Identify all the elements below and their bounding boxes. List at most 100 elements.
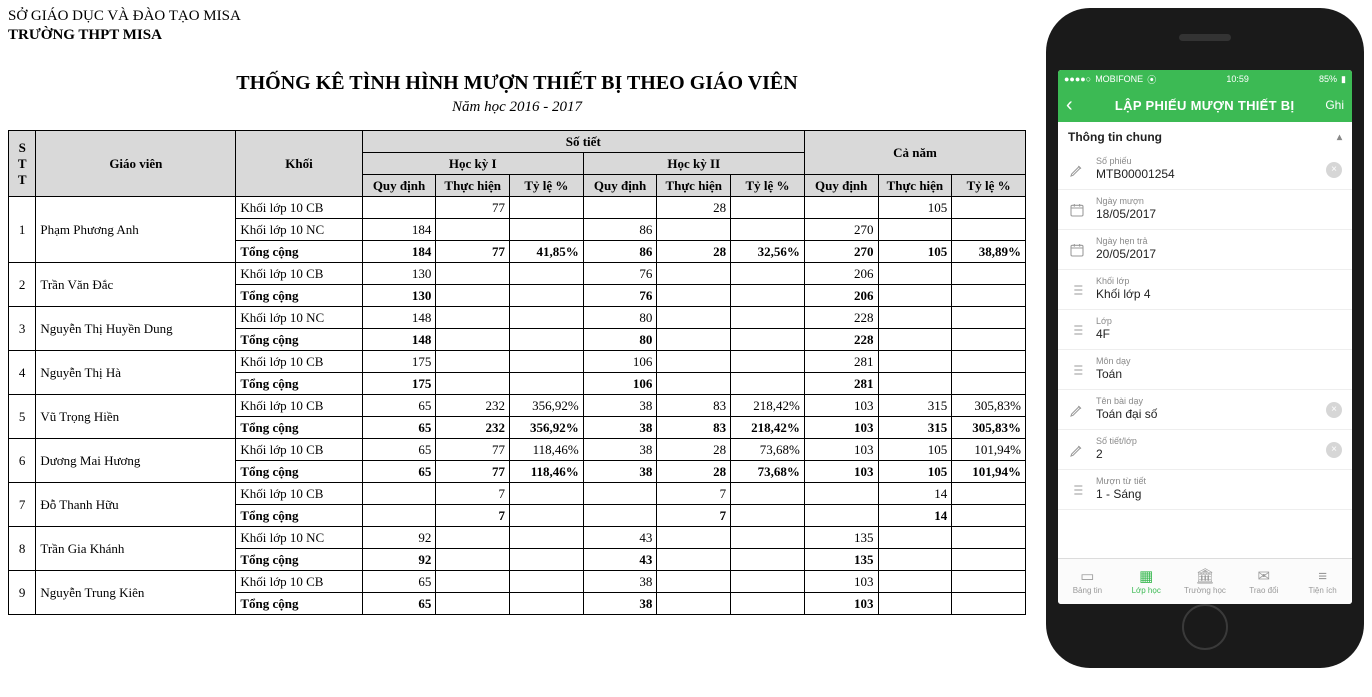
cell-value: 175 bbox=[362, 351, 436, 373]
cell-total-value: 118,46% bbox=[510, 461, 584, 483]
cell-value bbox=[436, 219, 510, 241]
battery-text: 85% bbox=[1319, 74, 1337, 84]
cell-total-value bbox=[510, 285, 584, 307]
cell-teacher: Trần Gia Khánh bbox=[36, 527, 236, 571]
cell-value: 43 bbox=[583, 527, 657, 549]
form-row[interactable]: Số phiếuMTB00001254× bbox=[1058, 150, 1352, 190]
th-cn-tl: Tỷ lệ % bbox=[952, 175, 1026, 197]
cell-total-value: 103 bbox=[804, 593, 878, 615]
tab-item[interactable]: ≡Tiện ích bbox=[1293, 559, 1352, 604]
cell-value bbox=[731, 307, 805, 329]
cell-total-value: 105 bbox=[878, 241, 952, 263]
field-label: Khối lớp bbox=[1096, 277, 1342, 287]
cell-total-value bbox=[952, 329, 1026, 351]
field-value: Khối lớp 4 bbox=[1096, 287, 1342, 301]
list-icon bbox=[1068, 361, 1086, 379]
tab-item[interactable]: 🏛Trường học bbox=[1176, 559, 1235, 604]
cell-total-value: 148 bbox=[362, 329, 436, 351]
field-label: Lớp bbox=[1096, 317, 1342, 327]
cell-value: 103 bbox=[804, 439, 878, 461]
field-label: Tên bài dạy bbox=[1096, 397, 1316, 407]
clear-icon[interactable]: × bbox=[1326, 402, 1342, 418]
cell-value bbox=[731, 219, 805, 241]
clear-icon[interactable]: × bbox=[1326, 442, 1342, 458]
signal-icon: ●●●●○ bbox=[1064, 74, 1091, 84]
cell-value: 103 bbox=[804, 395, 878, 417]
back-button[interactable]: ‹ bbox=[1066, 94, 1084, 117]
cell-total-value: 76 bbox=[583, 285, 657, 307]
cell-total-value bbox=[731, 549, 805, 571]
cell-value: 118,46% bbox=[510, 439, 584, 461]
form-row[interactable]: Khối lớpKhối lớp 4 bbox=[1058, 270, 1352, 310]
cell-value bbox=[436, 351, 510, 373]
tab-bar: ▭Bảng tin▦Lớp học🏛Trường học✉Trao đổi≡Ti… bbox=[1058, 558, 1352, 604]
table-row: 3Nguyễn Thị Huyền DungKhối lớp 10 NC1488… bbox=[9, 307, 1026, 329]
section-header[interactable]: Thông tin chung ▴ bbox=[1058, 122, 1352, 150]
cell-value bbox=[952, 571, 1026, 593]
battery-icon: ▮ bbox=[1341, 74, 1346, 85]
cell-total-value bbox=[731, 593, 805, 615]
pencil-icon bbox=[1068, 161, 1086, 179]
table-row: 7Đỗ Thanh HữuKhối lớp 10 CB7714 bbox=[9, 483, 1026, 505]
tab-item[interactable]: ▭Bảng tin bbox=[1058, 559, 1117, 604]
cell-value bbox=[510, 351, 584, 373]
cell-value bbox=[510, 571, 584, 593]
cell-total-value: 92 bbox=[362, 549, 436, 571]
form-row[interactable]: Số tiết/lớp2× bbox=[1058, 430, 1352, 470]
cell-value bbox=[731, 527, 805, 549]
th-stt: S T T bbox=[9, 131, 36, 197]
cell-value bbox=[952, 307, 1026, 329]
cell-value: 305,83% bbox=[952, 395, 1026, 417]
form-row[interactable]: Ngày mượn18/05/2017 bbox=[1058, 190, 1352, 230]
cell-total-value: 38 bbox=[583, 461, 657, 483]
field-value: 20/05/2017 bbox=[1096, 247, 1342, 261]
th-hk2: Học kỳ II bbox=[583, 153, 804, 175]
cell-total-value: 105 bbox=[878, 461, 952, 483]
cell-value bbox=[436, 571, 510, 593]
tab-item[interactable]: ▦Lớp học bbox=[1117, 559, 1176, 604]
form-row[interactable]: Lớp4F bbox=[1058, 310, 1352, 350]
cell-value: 38 bbox=[583, 439, 657, 461]
form-row[interactable]: Mượn từ tiết1 - Sáng bbox=[1058, 470, 1352, 510]
tab-icon: ▭ bbox=[1080, 569, 1094, 584]
cell-khoi: Khối lớp 10 NC bbox=[236, 219, 362, 241]
cell-value bbox=[952, 263, 1026, 285]
tab-icon: ✉ bbox=[1258, 569, 1271, 584]
cell-total-value: 86 bbox=[583, 241, 657, 263]
field-value: 4F bbox=[1096, 327, 1342, 341]
cell-total-value bbox=[731, 505, 805, 527]
cell-total-value: 7 bbox=[436, 505, 510, 527]
list-icon bbox=[1068, 481, 1086, 499]
th-canam: Cả năm bbox=[804, 131, 1025, 175]
field-label: Ngày mượn bbox=[1096, 197, 1342, 207]
cell-total-value bbox=[510, 549, 584, 571]
cell-value bbox=[510, 197, 584, 219]
cell-teacher: Trần Văn Đắc bbox=[36, 263, 236, 307]
field-value: 18/05/2017 bbox=[1096, 207, 1342, 221]
cell-value: 270 bbox=[804, 219, 878, 241]
org-line: SỞ GIÁO DỤC VÀ ĐÀO TẠO MISA bbox=[8, 8, 1026, 25]
cell-total-label: Tổng cộng bbox=[236, 373, 362, 395]
form-row[interactable]: Môn dạyToán bbox=[1058, 350, 1352, 390]
cell-khoi: Khối lớp 10 CB bbox=[236, 439, 362, 461]
tab-icon: 🏛 bbox=[1195, 569, 1214, 584]
table-row: 6Dương Mai HươngKhối lớp 10 CB6577118,46… bbox=[9, 439, 1026, 461]
save-button[interactable]: Ghi bbox=[1325, 98, 1344, 112]
clear-icon[interactable]: × bbox=[1326, 162, 1342, 178]
cell-stt: 3 bbox=[9, 307, 36, 351]
cell-value bbox=[583, 197, 657, 219]
field-value: Toán bbox=[1096, 367, 1342, 381]
cell-value: 130 bbox=[362, 263, 436, 285]
cell-total-value bbox=[878, 549, 952, 571]
cell-stt: 1 bbox=[9, 197, 36, 263]
stat-table: S T T Giáo viên Khối Số tiết Cả năm Học … bbox=[8, 130, 1026, 615]
cell-value bbox=[657, 307, 731, 329]
cell-total-value: 130 bbox=[362, 285, 436, 307]
cell-total-value: 103 bbox=[804, 417, 878, 439]
cell-value: 28 bbox=[657, 439, 731, 461]
form-row[interactable]: Ngày hẹn trả20/05/2017 bbox=[1058, 230, 1352, 270]
form-row[interactable]: Tên bài dạyToán đại số× bbox=[1058, 390, 1352, 430]
field-label: Ngày hẹn trả bbox=[1096, 237, 1342, 247]
field-label: Môn dạy bbox=[1096, 357, 1342, 367]
tab-item[interactable]: ✉Trao đổi bbox=[1234, 559, 1293, 604]
